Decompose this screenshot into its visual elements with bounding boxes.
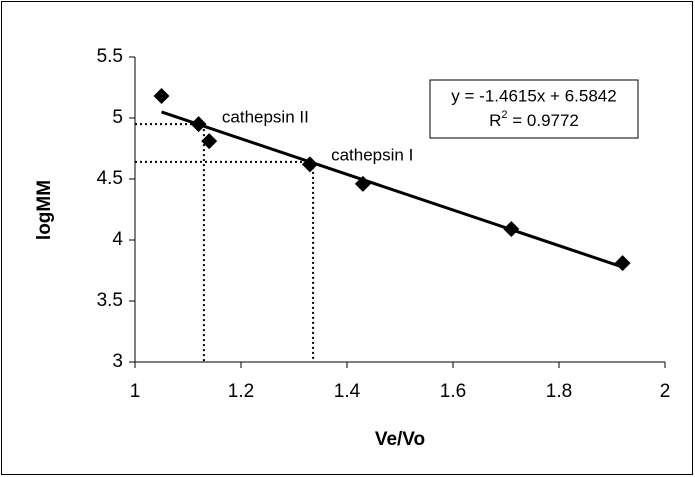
x-axis-title: Ve/Vo — [375, 429, 425, 450]
point — [153, 88, 170, 105]
x-tick-label: 2 — [660, 381, 671, 402]
y-tick-label: 4 — [112, 229, 123, 250]
point — [354, 175, 371, 192]
point — [503, 221, 520, 238]
r-squared-sup: 2 — [501, 109, 507, 121]
r-squared-base: R — [489, 111, 501, 130]
x-tick-label: 1.4 — [334, 381, 361, 402]
y-tick-label: 5 — [112, 107, 123, 128]
y-tick-label: 5.5 — [97, 46, 123, 67]
point — [301, 156, 318, 173]
x-tick-label: 1.6 — [440, 381, 466, 402]
y-tick-label: 3 — [112, 351, 123, 372]
equation-box — [429, 79, 639, 139]
x-tick-label: 1.8 — [546, 381, 572, 402]
y-tick-label: 4.5 — [97, 168, 123, 189]
trend-equation: y = -1.4615x + 6.5842 — [451, 86, 616, 105]
annotation: cathepsin II — [222, 108, 309, 127]
x-tick-label: 1 — [130, 381, 141, 402]
r-squared: R2 = 0.9772 — [489, 109, 579, 131]
point — [190, 116, 207, 133]
r-squared-rest: = 0.9772 — [508, 111, 579, 130]
x-tick-label: 1.2 — [228, 381, 254, 402]
y-tick-label: 3.5 — [97, 290, 123, 311]
trendline — [161, 110, 624, 269]
y-axis-title: logMM — [34, 180, 55, 240]
annotation: cathepsin I — [331, 145, 413, 164]
point — [201, 133, 218, 150]
point — [614, 255, 631, 272]
